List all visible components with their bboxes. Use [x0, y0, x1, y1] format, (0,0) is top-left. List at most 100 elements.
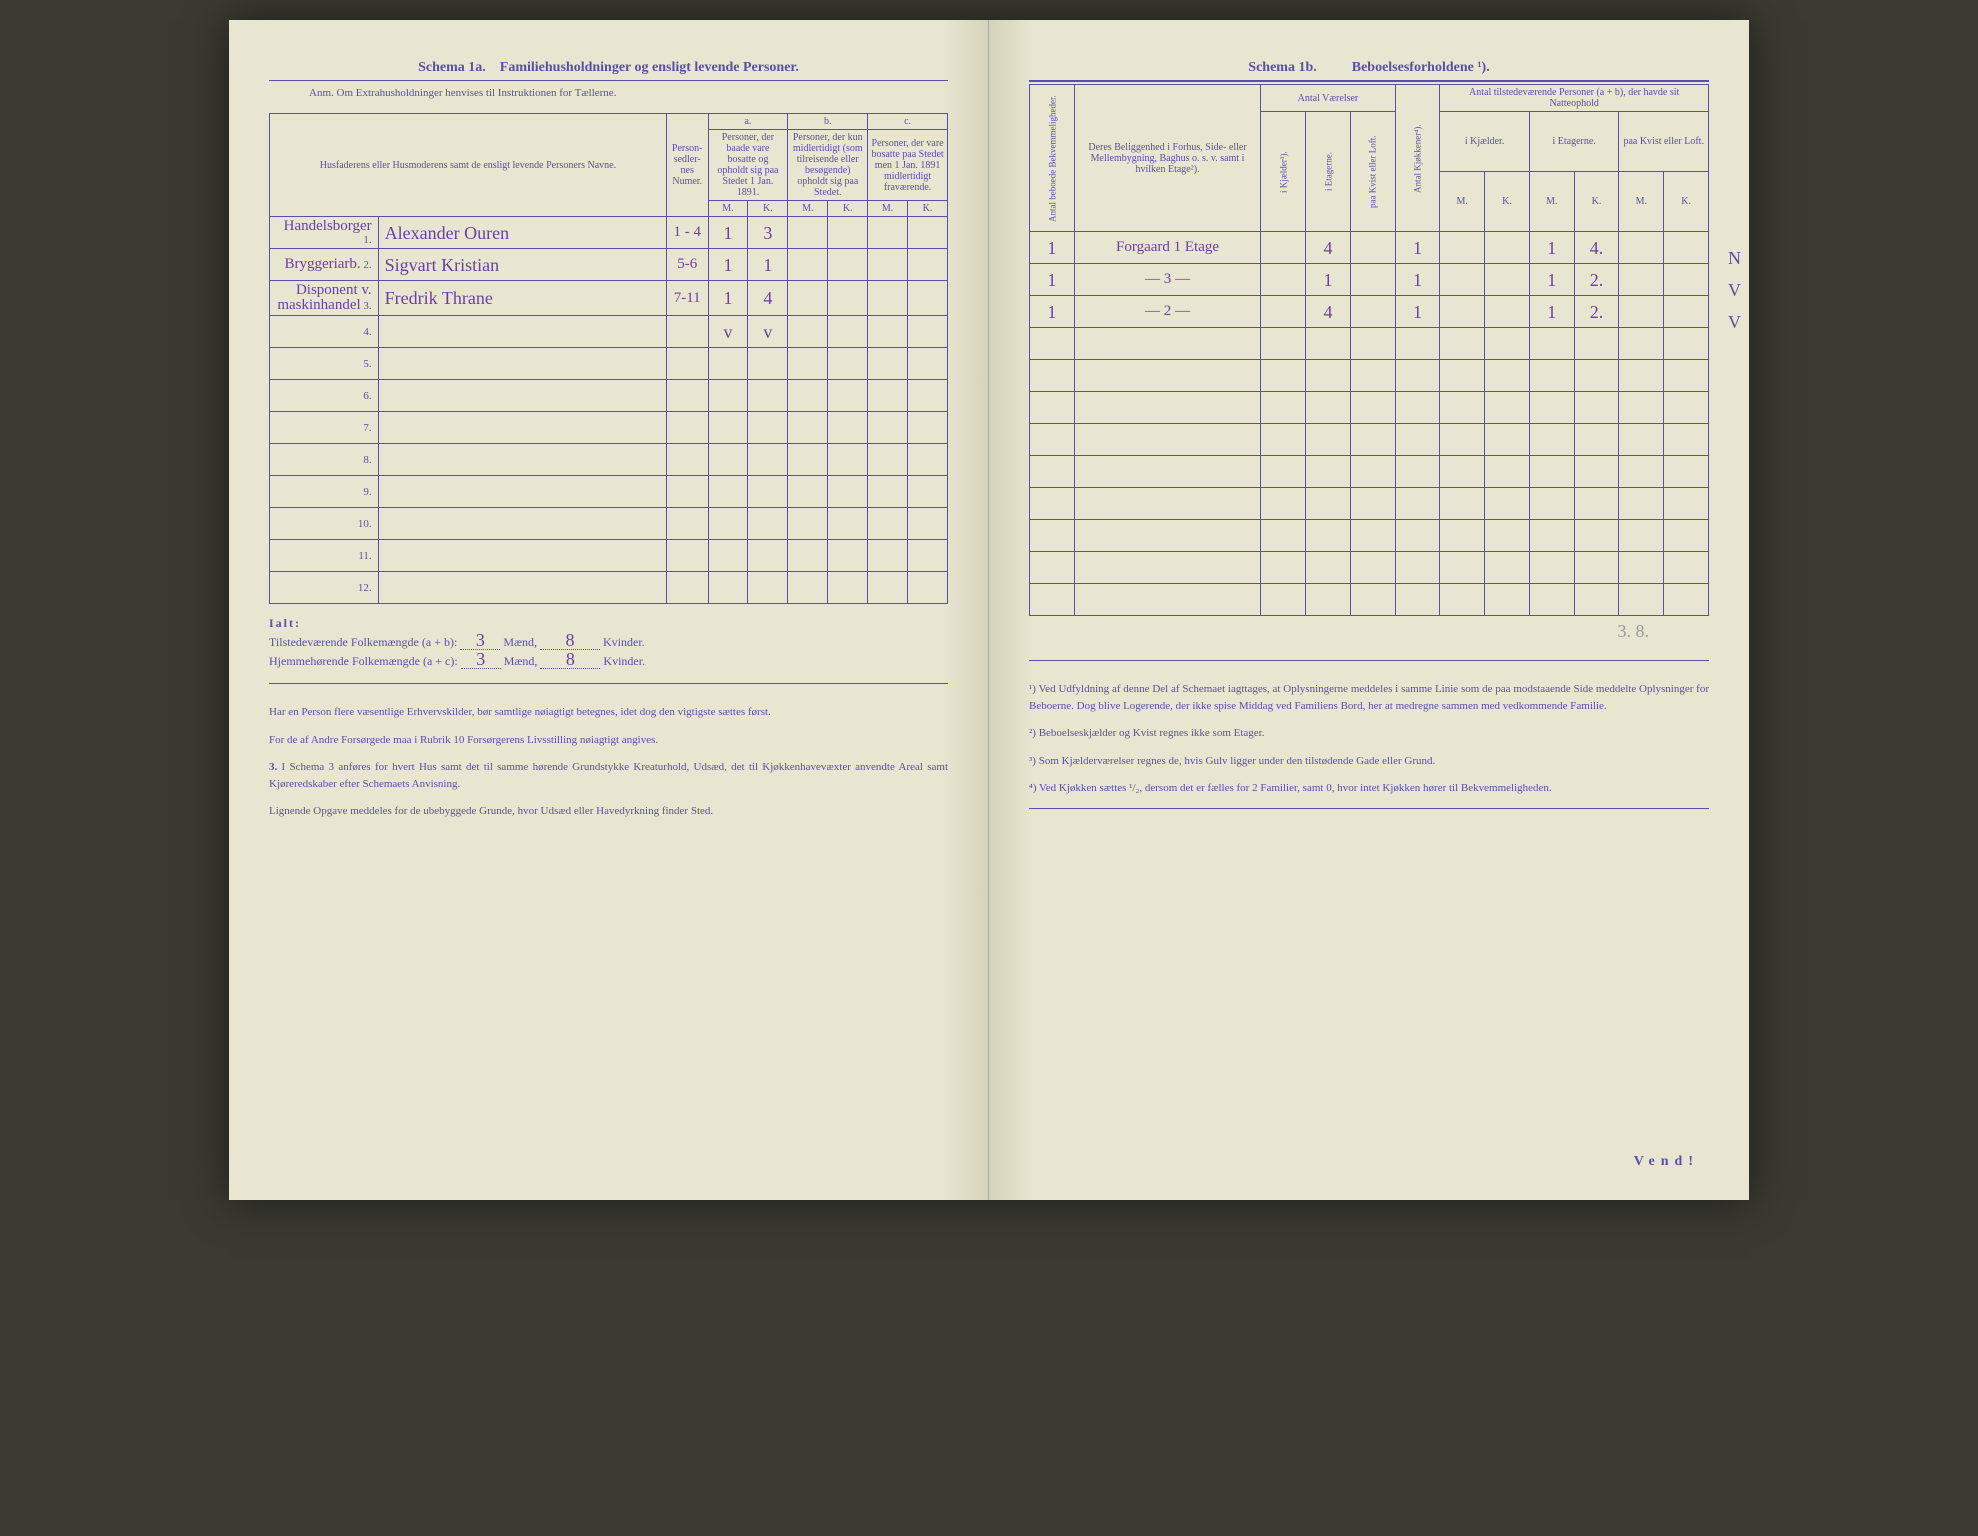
- right-footnotes: ¹) Ved Udfyldning af denne Del af Schema…: [1029, 681, 1709, 797]
- b-k: [828, 249, 868, 281]
- beliggenhed: [1074, 488, 1261, 520]
- col-p-etager: i Etagerne.: [1529, 112, 1619, 172]
- table-row: [1030, 328, 1709, 360]
- table-row: [1030, 488, 1709, 520]
- kvinder-label-2: Kvinder.: [603, 654, 645, 668]
- v-kvist: [1350, 456, 1395, 488]
- v-kjaelder: [1261, 584, 1306, 616]
- name-cell: [378, 412, 666, 444]
- occupation: Disponent v. maskinhandel: [277, 282, 371, 313]
- pq-k: [1664, 424, 1709, 456]
- c-k: [908, 540, 948, 572]
- col-c-m: M.: [868, 201, 908, 217]
- b-m: [788, 444, 828, 476]
- v-etager: [1306, 488, 1351, 520]
- person-sedler: [666, 316, 708, 348]
- row-number: 4.: [270, 316, 379, 348]
- b-m: [788, 540, 828, 572]
- a-m: [708, 540, 748, 572]
- footnote-3: 3. I Schema 3 anføres for hvert Hus samt…: [269, 759, 948, 792]
- person-sedler: 5-6: [666, 249, 708, 281]
- v-kjaelder: [1261, 296, 1306, 328]
- person-sedler: [666, 572, 708, 604]
- col-kjokkener: Antal Kjøkkener⁴).: [1395, 85, 1440, 232]
- b-k: [828, 444, 868, 476]
- pk-k: [1485, 296, 1530, 328]
- pe-k: [1574, 360, 1619, 392]
- pq-k: [1664, 296, 1709, 328]
- b-m: [788, 316, 828, 348]
- pe-k: 4.: [1574, 232, 1619, 264]
- census-table-right: Antal beboede Bekvemmeligheder. Deres Be…: [1029, 84, 1709, 616]
- pq-k: [1664, 360, 1709, 392]
- table-row: 5.: [270, 348, 948, 380]
- schema-1b-title: Schema 1b. Beboelsesforholdene ¹).: [1029, 60, 1709, 76]
- col-c-label: c.: [868, 114, 948, 130]
- beliggenhed: Forgaard 1 Etage: [1074, 232, 1261, 264]
- pq-m: [1619, 232, 1664, 264]
- kjokkener: [1395, 328, 1440, 360]
- table-row: 4.vv: [270, 316, 948, 348]
- name-cell: Fredrik Thrane: [378, 281, 666, 316]
- antal-bekv: [1030, 520, 1075, 552]
- c-m: [868, 444, 908, 476]
- pq-k: [1664, 520, 1709, 552]
- pe-m: [1529, 584, 1574, 616]
- col-pq-k: K.: [1664, 172, 1709, 232]
- ialt-block: Ialt: Tilstedeværende Folkemængde (a + b…: [269, 616, 948, 669]
- pk-m: [1440, 296, 1485, 328]
- pq-m: [1619, 488, 1664, 520]
- row-number: 10.: [270, 508, 379, 540]
- pq-m: [1619, 392, 1664, 424]
- c-m: [868, 217, 908, 249]
- a-m: [708, 380, 748, 412]
- pe-k: [1574, 584, 1619, 616]
- b-k: [828, 380, 868, 412]
- table-row: [1030, 360, 1709, 392]
- ialt-label: Ialt:: [269, 616, 948, 631]
- pk-k: [1485, 328, 1530, 360]
- row-number: 11.: [270, 540, 379, 572]
- c-k: [908, 508, 948, 540]
- b-k: [828, 217, 868, 249]
- c-k: [908, 572, 948, 604]
- pq-m: [1619, 328, 1664, 360]
- person-sedler: 7-11: [666, 281, 708, 316]
- census-book: Schema 1a. Familiehusholdninger og ensli…: [229, 20, 1749, 1200]
- table-row: 1— 3 —1112.: [1030, 264, 1709, 296]
- antal-bekv: [1030, 424, 1075, 456]
- pq-k: [1664, 328, 1709, 360]
- pk-k: [1485, 424, 1530, 456]
- beliggenhed: [1074, 424, 1261, 456]
- a-k: 3: [748, 217, 788, 249]
- name-cell: [378, 348, 666, 380]
- c-k: [908, 348, 948, 380]
- tils-pre: Tilstedeværende Folkemængde (a + b):: [269, 635, 460, 649]
- table-row: 1— 2 —4112.: [1030, 296, 1709, 328]
- hjem-maend-value: 3: [461, 650, 501, 669]
- pq-k: [1664, 264, 1709, 296]
- pk-m: [1440, 328, 1485, 360]
- footnote-4: Lignende Opgave meddeles for de ubebygge…: [269, 803, 948, 820]
- col-b-k: K.: [828, 201, 868, 217]
- col-pe-k: K.: [1574, 172, 1619, 232]
- b-k: [828, 412, 868, 444]
- col-v-kvist: paa Kvist eller Loft.: [1350, 112, 1395, 232]
- v-kjaelder: [1261, 424, 1306, 456]
- col-a-m: M.: [708, 201, 748, 217]
- vend-label: Vend!: [1634, 1154, 1699, 1170]
- col-p-kvist: paa Kvist eller Loft.: [1619, 112, 1709, 172]
- beliggenhed: [1074, 328, 1261, 360]
- table-row: Disponent v. maskinhandel 3.Fredrik Thra…: [270, 281, 948, 316]
- b-k: [828, 281, 868, 316]
- pe-m: [1529, 328, 1574, 360]
- name-cell: [378, 572, 666, 604]
- table-row: 8.: [270, 444, 948, 476]
- table-row: 11.: [270, 540, 948, 572]
- tils-kvinder-value: 8: [540, 631, 600, 650]
- v-kvist: [1350, 520, 1395, 552]
- v-kjaelder: [1261, 520, 1306, 552]
- name-cell: [378, 508, 666, 540]
- a-m: [708, 412, 748, 444]
- row-number: Bryggeriarb. 2.: [270, 249, 379, 281]
